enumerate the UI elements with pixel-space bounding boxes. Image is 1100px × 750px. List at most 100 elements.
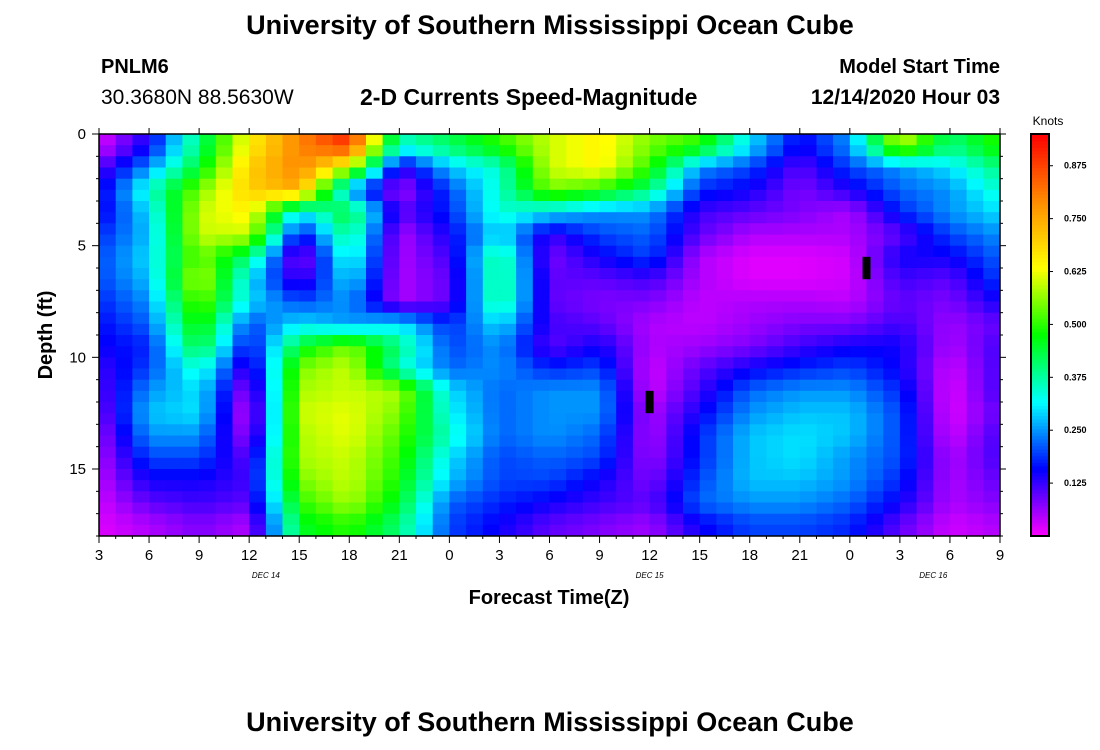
heatmap-cell xyxy=(332,424,350,437)
heatmap-cell xyxy=(282,312,300,325)
heatmap-cell xyxy=(466,402,484,414)
heatmap-cell xyxy=(716,156,734,169)
heatmap-cell xyxy=(916,346,934,358)
heatmap-cell xyxy=(716,167,734,180)
heatmap-cell xyxy=(416,402,434,414)
heatmap-cell xyxy=(632,413,651,425)
heatmap-cell xyxy=(599,279,617,291)
heatmap-cell xyxy=(315,145,334,157)
heatmap-cell xyxy=(933,268,951,280)
heatmap-cell xyxy=(916,446,934,459)
heatmap-cell xyxy=(683,145,701,157)
heatmap-cell xyxy=(265,524,284,536)
heatmap-cell xyxy=(549,234,567,247)
heatmap-cell xyxy=(749,178,767,191)
heatmap-cell xyxy=(799,223,818,236)
heatmap-cell xyxy=(883,379,901,392)
colorbar-band xyxy=(1031,351,1049,356)
heatmap-cell xyxy=(749,524,767,536)
heatmap-cell xyxy=(883,457,901,470)
heatmap-cell xyxy=(499,424,517,437)
heatmap-cell xyxy=(649,502,667,515)
heatmap-cell xyxy=(366,346,384,358)
heatmap-cell xyxy=(983,379,1000,392)
heatmap-cell xyxy=(916,424,934,437)
heatmap-cell xyxy=(816,368,834,381)
heatmap-cell xyxy=(382,469,400,481)
heatmap-cell xyxy=(866,134,884,146)
heatmap-cell xyxy=(99,502,117,515)
heatmap-cell xyxy=(382,413,400,425)
heatmap-cell xyxy=(516,502,534,515)
heatmap-cell xyxy=(966,290,984,303)
heatmap-cell xyxy=(866,524,884,536)
heatmap-cell xyxy=(149,435,167,448)
heatmap-cell xyxy=(783,480,801,492)
heatmap-cell xyxy=(866,435,884,448)
heatmap-cell xyxy=(349,256,367,269)
heatmap-cell xyxy=(232,457,250,470)
heatmap-cell xyxy=(349,201,367,213)
heatmap-cell xyxy=(165,312,183,325)
heatmap-cell xyxy=(749,256,767,269)
heatmap-cell xyxy=(599,167,617,180)
heatmap-cell xyxy=(749,134,767,146)
heatmap-cell xyxy=(399,469,417,481)
heatmap-cell xyxy=(799,524,818,536)
heatmap-cell xyxy=(282,491,300,504)
heatmap-cell xyxy=(899,268,918,280)
heatmap-cell xyxy=(933,480,951,492)
heatmap-cell xyxy=(549,279,567,291)
heatmap-cell xyxy=(332,268,350,280)
heatmap-cell xyxy=(916,223,934,236)
heatmap-cell xyxy=(799,312,818,325)
heatmap-cell xyxy=(666,156,684,169)
heatmap-cell xyxy=(899,335,918,347)
heatmap-cell xyxy=(199,524,217,536)
heatmap-cell xyxy=(599,513,617,526)
heatmap-cell xyxy=(165,357,183,370)
heatmap-cell xyxy=(799,413,818,425)
heatmap-cell xyxy=(366,457,384,470)
heatmap-cell xyxy=(382,480,400,492)
heatmap-cell xyxy=(649,480,667,492)
page-title: University of Southern Mississippi Ocean… xyxy=(246,10,854,40)
heatmap-cell xyxy=(849,312,868,325)
heatmap-cell xyxy=(683,234,701,247)
heatmap-cell xyxy=(199,256,217,269)
heatmap-cell xyxy=(616,323,634,336)
heatmap-cell xyxy=(899,279,918,291)
heatmap-cell xyxy=(516,245,534,258)
colorbar-band xyxy=(1031,502,1049,507)
colorbar-band xyxy=(1031,345,1049,349)
heatmap-cell xyxy=(149,212,167,224)
heatmap-cell xyxy=(666,357,684,370)
heatmap-cell xyxy=(716,323,734,336)
heatmap-cell xyxy=(632,279,651,291)
heatmap-cell xyxy=(466,134,484,146)
heatmap-cell xyxy=(666,167,684,180)
heatmap-cell xyxy=(632,502,651,515)
heatmap-cell xyxy=(199,346,217,358)
heatmap-cell xyxy=(249,301,267,314)
x-tick-label: 3 xyxy=(95,547,103,564)
heatmap-cell xyxy=(249,256,267,269)
heatmap-cell xyxy=(816,435,834,448)
heatmap-cell xyxy=(215,145,234,157)
heatmap-cell xyxy=(482,368,501,381)
heatmap-cell xyxy=(883,491,901,504)
heatmap-cell xyxy=(265,178,284,191)
heatmap-cell xyxy=(99,178,117,191)
heatmap-cell xyxy=(516,201,534,213)
heatmap-cell xyxy=(933,368,951,381)
heatmap-cell xyxy=(149,379,167,392)
heatmap-cell xyxy=(199,178,217,191)
heatmap-cell xyxy=(282,201,300,213)
heatmap-cell xyxy=(315,357,334,370)
colorbar-band xyxy=(1031,442,1049,447)
heatmap-cell xyxy=(899,491,918,504)
heatmap-cell xyxy=(683,245,701,258)
colorbar-band xyxy=(1031,201,1049,205)
heatmap-cell xyxy=(966,513,984,526)
heatmap-cell xyxy=(883,357,901,370)
